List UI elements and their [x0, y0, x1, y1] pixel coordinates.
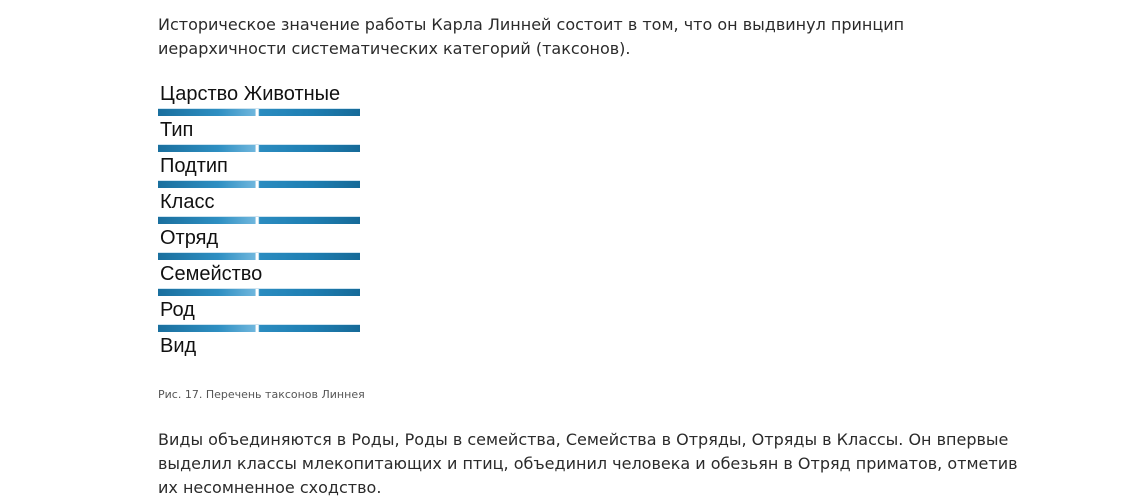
taxon-row-family: Семейство	[158, 262, 360, 298]
taxon-divider-bar	[158, 180, 360, 188]
taxon-row-kingdom: Царство Животные	[158, 82, 360, 118]
taxon-label: Тип	[160, 119, 194, 141]
taxon-divider-bar	[158, 252, 360, 260]
taxon-label: Род	[160, 299, 195, 321]
taxon-divider-bar	[158, 144, 360, 152]
taxon-row-phylum: Тип	[158, 118, 360, 154]
body-paragraph: Виды объединяются в Роды, Роды в семейст…	[158, 430, 1018, 497]
taxon-label: Отряд	[160, 227, 219, 249]
taxon-row-species: Вид	[158, 334, 360, 370]
taxon-divider-bar	[158, 324, 360, 332]
taxon-label: Семейство	[160, 263, 263, 285]
taxon-row-subphylum: Подтип	[158, 154, 360, 190]
taxon-divider-bar	[158, 288, 360, 296]
taxa-figure: Царство Животные Тип Подтип Класс Отряд …	[158, 82, 360, 364]
taxon-divider-bar	[158, 216, 360, 224]
taxon-label: Подтип	[160, 155, 228, 177]
figure-caption: Рис. 17. Перечень таксонов Линнея	[158, 388, 365, 401]
taxon-row-order: Отряд	[158, 226, 360, 262]
taxon-divider-bar	[158, 108, 360, 116]
taxon-row-class: Класс	[158, 190, 360, 226]
taxon-row-genus: Род	[158, 298, 360, 334]
taxon-label: Царство Животные	[160, 83, 341, 105]
intro-paragraph: Историческое значение работы Карла Линне…	[158, 15, 905, 58]
taxon-label: Вид	[160, 335, 197, 357]
taxon-label: Класс	[160, 191, 215, 213]
